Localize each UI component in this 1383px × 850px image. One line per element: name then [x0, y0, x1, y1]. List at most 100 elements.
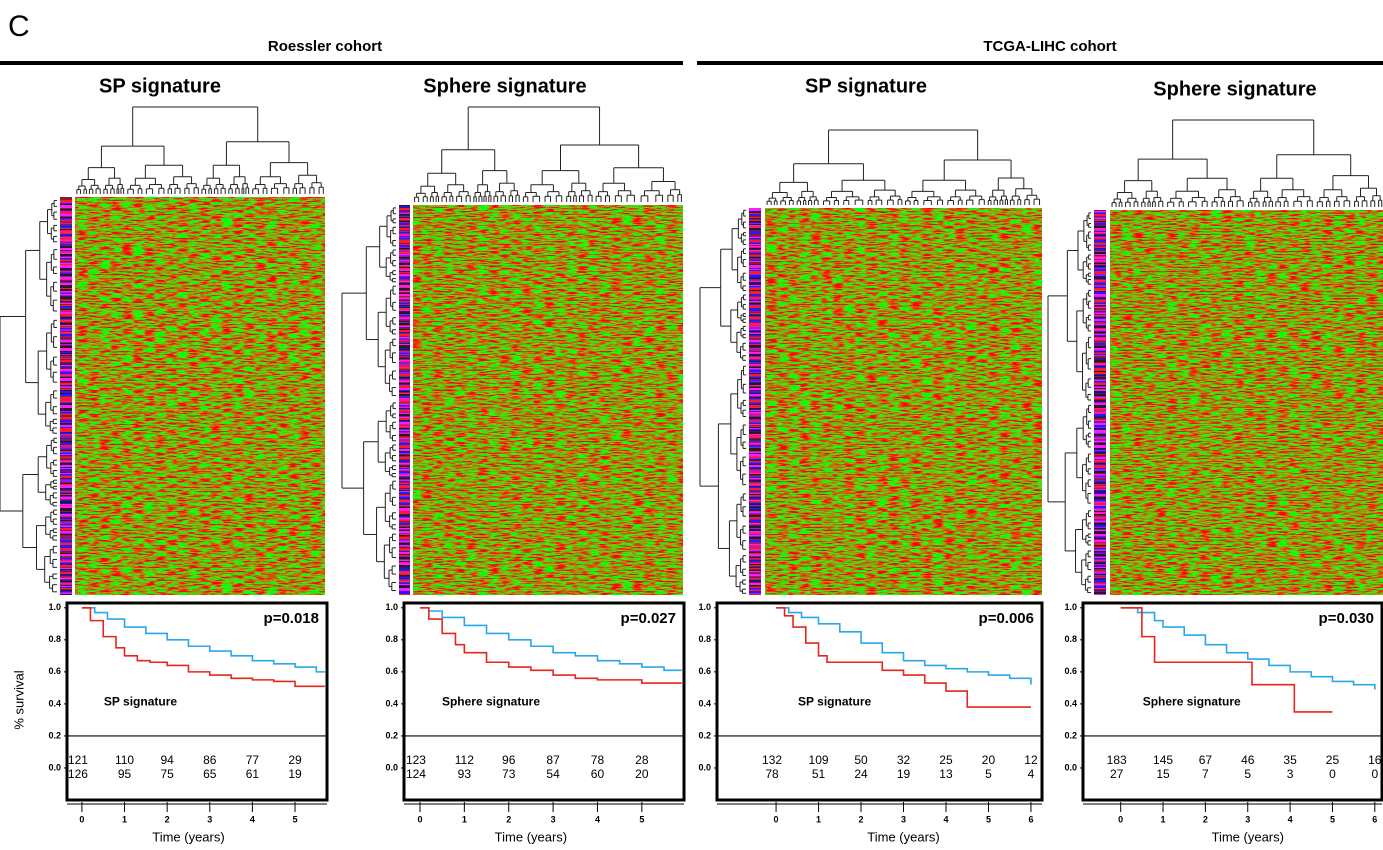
sample-sidebar — [399, 205, 410, 595]
x-axis-title: Time (years) — [152, 829, 224, 844]
at-risk-count: 123 — [406, 753, 426, 767]
y-tick-label: 0.4 — [698, 698, 711, 708]
x-tick-label: 2 — [1203, 814, 1208, 824]
sample-sidebar — [60, 197, 72, 595]
y-tick-label: 1.0 — [1064, 602, 1077, 612]
survival-curve — [776, 607, 1031, 708]
at-risk-count: 32 — [897, 753, 911, 767]
x-axis-title: Time (years) — [1212, 829, 1284, 844]
at-risk-count: 54 — [546, 767, 560, 781]
at-risk-count: 12 — [1024, 753, 1038, 767]
survival-curve — [776, 607, 1032, 685]
x-tick-label: 0 — [774, 814, 779, 824]
at-risk-count: 124 — [406, 767, 426, 781]
y-tick-label: 0.2 — [1064, 730, 1077, 740]
y-tick-label: 0.6 — [48, 666, 61, 676]
x-tick-label: 1 — [816, 814, 821, 824]
y-tick-label: 0.0 — [698, 762, 711, 772]
y-tick-label: 0.6 — [698, 666, 711, 676]
survival-curve — [1120, 607, 1376, 690]
chart-title: SP signature — [805, 75, 927, 97]
at-risk-count: 121 — [68, 753, 88, 767]
x-tick-label: 3 — [551, 814, 556, 824]
dendrogram-top — [76, 106, 324, 194]
chart-title: Sphere signature — [423, 75, 586, 97]
x-tick-label: 1 — [462, 814, 467, 824]
x-axis-title: Time (years) — [495, 829, 567, 844]
y-tick-label: 0.2 — [698, 730, 711, 740]
at-risk-count: 87 — [546, 753, 560, 767]
at-risk-count: 0 — [1329, 767, 1336, 781]
y-tick-label: 0.2 — [48, 730, 61, 740]
dendrogram-left — [0, 200, 57, 593]
x-tick-label: 4 — [250, 814, 255, 824]
heatmap — [765, 208, 1042, 595]
at-risk-count: 29 — [288, 753, 302, 767]
at-risk-count: 51 — [812, 767, 826, 781]
y-tick-label: 0.4 — [1064, 698, 1077, 708]
at-risk-count: 25 — [939, 753, 953, 767]
heatmap — [413, 205, 683, 595]
y-tick-label: 1.0 — [698, 602, 711, 612]
x-tick-label: 1 — [1161, 814, 1166, 824]
survival-curve — [81, 607, 325, 688]
dendrogram-top — [766, 129, 1041, 205]
y-tick-label: 0.2 — [385, 730, 398, 740]
heatmap — [75, 197, 325, 595]
heatmap — [1110, 210, 1383, 595]
y-tick-label: 0.8 — [1064, 634, 1077, 644]
dendrogram-top — [1111, 119, 1383, 207]
dendrogram-left — [341, 207, 396, 592]
x-tick-label: 3 — [207, 814, 212, 824]
p-value: p=0.030 — [1319, 610, 1374, 627]
at-risk-count: 109 — [809, 753, 829, 767]
at-risk-count: 25 — [1326, 753, 1340, 767]
at-risk-count: 46 — [1241, 753, 1255, 767]
at-risk-count: 35 — [1283, 753, 1297, 767]
at-risk-count: 0 — [1371, 767, 1378, 781]
x-tick-label: 4 — [1288, 814, 1293, 824]
y-tick-label: 0.0 — [48, 762, 61, 772]
y-tick-label: 1.0 — [385, 602, 398, 612]
x-tick-label: 3 — [901, 814, 906, 824]
x-tick-label: 6 — [1028, 814, 1033, 824]
survival-curve — [419, 607, 682, 672]
cohort-title: Roessler cohort — [268, 38, 382, 55]
at-risk-count: 27 — [1110, 767, 1124, 781]
at-risk-count: 145 — [1153, 753, 1173, 767]
x-tick-label: 0 — [417, 814, 422, 824]
x-tick-label: 5 — [293, 814, 298, 824]
at-risk-count: 94 — [160, 753, 174, 767]
y-tick-label: 0.8 — [385, 634, 398, 644]
chart-title: SP signature — [99, 75, 221, 97]
cohort-title: TCGA-LIHC cohort — [983, 38, 1116, 55]
at-risk-count: 75 — [160, 767, 174, 781]
plot-frame — [402, 601, 686, 802]
at-risk-count: 61 — [246, 767, 260, 781]
at-risk-count: 132 — [762, 753, 782, 767]
x-tick-label: 4 — [595, 814, 600, 824]
x-tick-label: 2 — [165, 814, 170, 824]
at-risk-count: 112 — [455, 753, 474, 767]
x-tick-label: 2 — [859, 814, 864, 824]
at-risk-count: 86 — [203, 753, 217, 767]
at-risk-count: 13 — [939, 767, 953, 781]
dendrogram-left — [1047, 212, 1091, 594]
group-label: Sphere signature — [442, 694, 540, 708]
at-risk-count: 65 — [203, 767, 217, 781]
at-risk-count: 28 — [635, 753, 649, 767]
y-tick-label: 0.6 — [1064, 666, 1077, 676]
group-label: Sphere signature — [1143, 694, 1241, 708]
survival-curve — [81, 607, 325, 673]
at-risk-count: 20 — [635, 767, 649, 781]
at-risk-count: 110 — [115, 753, 134, 767]
sample-sidebar — [1094, 210, 1106, 595]
y-tick-label: 1.0 — [48, 602, 61, 612]
dendrogram-left — [699, 209, 746, 594]
x-tick-label: 5 — [639, 814, 644, 824]
x-tick-label: 0 — [79, 814, 84, 824]
y-tick-label: 0.0 — [385, 762, 398, 772]
p-value: p=0.027 — [621, 610, 676, 627]
x-axis-title: Time (years) — [867, 829, 939, 844]
at-risk-count: 95 — [118, 767, 132, 781]
